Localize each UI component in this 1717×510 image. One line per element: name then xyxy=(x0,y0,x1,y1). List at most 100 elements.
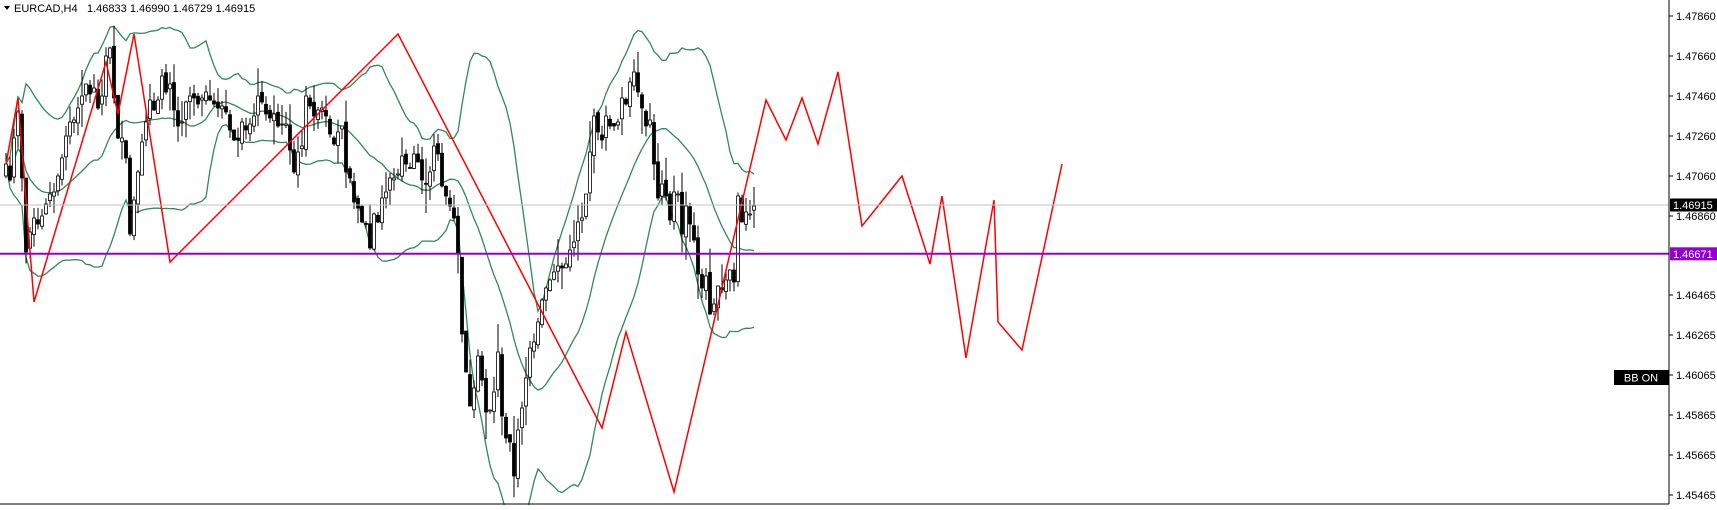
candle xyxy=(352,172,356,209)
candle xyxy=(208,79,212,102)
candle xyxy=(164,64,168,95)
candle-body xyxy=(12,137,16,178)
candle-body xyxy=(628,81,632,107)
candle-body xyxy=(288,124,292,151)
candle xyxy=(48,181,52,208)
candle xyxy=(536,317,540,349)
candle xyxy=(356,195,360,224)
candle-body xyxy=(292,149,296,173)
candle xyxy=(680,172,684,253)
candle xyxy=(452,194,456,222)
menu-triangle-icon[interactable] xyxy=(4,6,10,10)
candle xyxy=(200,94,204,117)
candle-body xyxy=(64,135,68,158)
candles xyxy=(4,25,756,498)
candle-body xyxy=(264,103,268,115)
candle xyxy=(552,263,556,281)
candle xyxy=(180,101,184,137)
candle-body xyxy=(296,151,300,176)
candle-body xyxy=(172,82,176,111)
candle-body xyxy=(376,214,380,223)
candle xyxy=(504,412,508,444)
candle-body xyxy=(404,153,408,165)
candle-body xyxy=(336,131,340,146)
candle-body xyxy=(52,191,56,197)
candle-body xyxy=(656,161,660,199)
candle-body xyxy=(188,95,192,102)
candle-body xyxy=(536,321,540,346)
candle xyxy=(72,116,76,134)
candle xyxy=(268,105,272,123)
candle-body xyxy=(304,95,308,150)
candle xyxy=(416,143,420,163)
candle xyxy=(332,135,336,147)
candle xyxy=(640,92,644,134)
candle-body xyxy=(704,275,708,292)
candle xyxy=(420,146,424,195)
candle-body xyxy=(520,407,524,428)
candle xyxy=(84,83,88,102)
candle xyxy=(604,105,608,151)
candle-body xyxy=(560,265,564,269)
candle xyxy=(236,127,240,158)
candle xyxy=(668,191,672,225)
candle xyxy=(440,143,444,188)
candle xyxy=(612,123,616,131)
candle-body xyxy=(688,206,692,225)
candle-body xyxy=(380,197,384,224)
candle xyxy=(464,330,468,373)
candle xyxy=(644,109,648,137)
candle xyxy=(360,204,364,224)
candle xyxy=(280,105,284,135)
bb-badge-bg xyxy=(1614,370,1669,385)
candle-body xyxy=(588,151,592,194)
candle-body xyxy=(664,179,668,197)
candle-body xyxy=(340,125,344,130)
candle xyxy=(100,79,104,116)
candle xyxy=(500,347,504,436)
candle-body xyxy=(120,137,124,143)
candle xyxy=(260,81,264,105)
candle xyxy=(108,46,112,64)
candle-body xyxy=(368,223,372,249)
candle xyxy=(660,170,664,206)
candle xyxy=(392,168,396,191)
candle xyxy=(576,205,580,261)
candle-body xyxy=(528,347,532,378)
candle-body xyxy=(464,330,468,373)
candle xyxy=(396,168,400,180)
candle xyxy=(652,114,656,181)
candle-body xyxy=(324,109,328,117)
candle xyxy=(388,173,392,206)
candle-body xyxy=(644,111,648,127)
candle-body xyxy=(596,112,600,133)
candle xyxy=(284,111,288,128)
candle xyxy=(516,418,520,488)
candle xyxy=(140,133,144,176)
candle-body xyxy=(300,145,304,150)
candle-body xyxy=(160,75,164,100)
candle-body xyxy=(76,107,80,124)
candle xyxy=(272,95,276,145)
candle xyxy=(572,220,576,257)
candle-body xyxy=(504,416,508,439)
candle xyxy=(92,74,96,93)
candle xyxy=(312,85,316,131)
candle-body xyxy=(396,173,400,176)
candle xyxy=(476,349,480,393)
candle xyxy=(708,248,712,315)
candle-body xyxy=(148,99,152,119)
candle xyxy=(512,416,516,498)
candle xyxy=(160,69,164,110)
candle-body xyxy=(136,171,140,205)
candle xyxy=(560,262,564,290)
candle xyxy=(184,100,188,138)
candle xyxy=(584,193,588,220)
candle-body xyxy=(624,98,628,105)
zigzag-line xyxy=(5,32,1063,495)
candle-body xyxy=(424,182,428,185)
candle xyxy=(228,109,232,138)
candle-body xyxy=(44,203,48,215)
